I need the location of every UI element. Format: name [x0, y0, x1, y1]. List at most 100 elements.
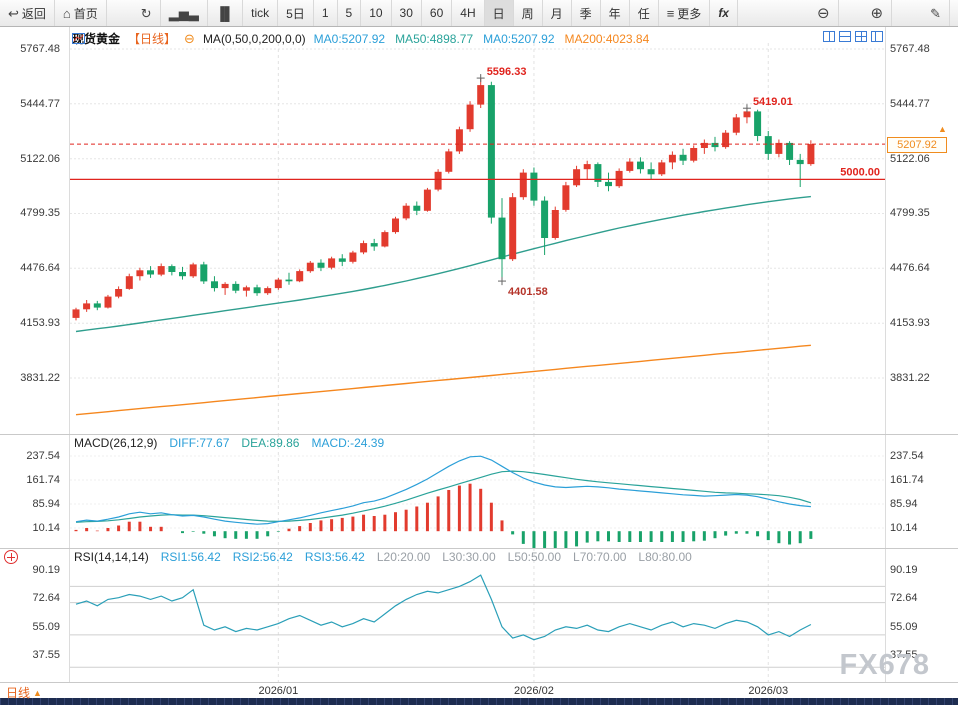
back-button[interactable]: ↩ 返回 — [0, 0, 55, 26]
period-week-button[interactable]: 周 — [514, 0, 543, 26]
svg-text:5000.00: 5000.00 — [840, 166, 880, 178]
y-axis-label: 5122.06 — [890, 152, 930, 165]
left-axis-border — [69, 27, 70, 682]
latest-price-arrow[interactable] — [938, 124, 947, 134]
period-tag: 【日线】 — [128, 32, 177, 46]
period-month-button[interactable]: 月 — [543, 0, 572, 26]
x-axis-row: 2026/01 2026/02 2026/03 — [0, 682, 958, 698]
period-tick-button[interactable]: tick — [243, 0, 279, 26]
period-60m-button[interactable]: 60 — [422, 0, 453, 26]
rsi3-value: RSI3:56.42 — [304, 550, 365, 564]
period-4h-button-label: 4H — [460, 6, 476, 20]
svg-text:5596.33: 5596.33 — [487, 66, 527, 78]
x-axis-label: 2026/03 — [748, 685, 789, 697]
zoom-in-button[interactable]: ⊕ — [863, 0, 893, 26]
period-year-button[interactable]: 年 — [601, 0, 630, 26]
draw-button[interactable]: ✎ — [922, 0, 950, 26]
home-button-label: 首页 — [73, 6, 98, 21]
y-axis-label: 90.19 — [890, 564, 918, 576]
period-week-button-label: 周 — [521, 6, 534, 21]
ma-value-3: MA200:4023.84 — [564, 31, 650, 46]
more-button[interactable]: ≡ 更多 — [659, 0, 711, 26]
macd-dea-value: DEA:89.86 — [241, 436, 300, 450]
period-5d-button-label: 5日 — [286, 6, 305, 21]
plot-area[interactable]: 5000.00 5596.33 5419.01 4401.58 现货黄金 【日线】 M… — [70, 27, 885, 682]
macd-params: MACD(26,12,9) — [74, 436, 158, 450]
back-icon: ↩ — [8, 5, 19, 21]
rsi-level-labels: L20:20.00 L30:30.00 L50:50.00 L70:70.00 L80:… — [377, 550, 692, 564]
period-5m-button[interactable]: 5 — [338, 0, 362, 26]
y-axis-label: 72.64 — [890, 592, 918, 605]
main-chart-svg[interactable]: 5000.00 5596.33 5419.01 4401.58 — [70, 27, 885, 434]
y-axis-label: 5444.77 — [890, 97, 930, 110]
chart-area: 5000.00 5596.33 5419.01 4401.58 现货黄金 【日线】 M… — [0, 27, 958, 705]
period-30m-button-label: 30 — [399, 6, 413, 20]
rsi-level-label-4: L80:80.00 — [638, 550, 692, 564]
chart-type-candle-button[interactable]: ▐▌ — [208, 0, 244, 26]
period-day-button[interactable]: 日 — [484, 0, 514, 26]
timeline-scrollbar[interactable] — [0, 698, 958, 705]
y-axis-label: 5767.48 — [20, 43, 60, 55]
watermark: FX678 — [839, 649, 930, 681]
ma-value-2: MA0:5207.92 — [483, 31, 555, 46]
home-button[interactable]: ⌂ 首页 — [55, 0, 107, 26]
back-button-label: 返回 — [21, 6, 46, 21]
period-1m-button[interactable]: 1 — [314, 0, 338, 26]
crosshair-tool-icon[interactable] — [4, 550, 18, 564]
period-custom-button[interactable]: 任 — [630, 0, 659, 26]
y-axis-label: 55.09 — [890, 620, 918, 633]
home-icon: ⌂ — [62, 5, 71, 21]
split-horizontal-icon[interactable] — [839, 31, 851, 42]
current-price-tag: 5207.92 — [887, 137, 947, 154]
y-axis-label: 55.09 — [32, 620, 60, 633]
rsi-chart-svg[interactable] — [70, 548, 885, 682]
right-axis: 5767.48 5444.77 5122.06 4799.35 4476.64 4153.… — [886, 27, 958, 682]
fx-button[interactable]: fx — [710, 0, 738, 26]
period-4h-button[interactable]: 4H — [452, 0, 485, 26]
y-axis-label: 37.55 — [890, 648, 918, 661]
y-axis-label: 10.14 — [890, 522, 918, 534]
svg-text:5419.01: 5419.01 — [753, 96, 793, 108]
rsi-level-label-2: L50:50.00 — [507, 550, 562, 564]
period-tick-button-label: tick — [251, 6, 270, 20]
x-axis-label: 2026/02 — [514, 685, 554, 697]
mini-chart-icon[interactable] — [72, 33, 85, 44]
svg-text:4401.58: 4401.58 — [508, 286, 548, 298]
sidebar-layout-icon[interactable] — [871, 31, 883, 42]
split-vertical-icon[interactable] — [823, 31, 835, 42]
period-1m-button-label: 1 — [321, 6, 329, 20]
y-axis-label: 3831.22 — [890, 371, 930, 384]
collapse-indicator-icon[interactable] — [184, 31, 195, 47]
y-axis-label: 161.74 — [26, 474, 60, 486]
period-quarter-button[interactable]: 季 — [572, 0, 601, 26]
grid-layout-icon[interactable] — [855, 31, 867, 42]
y-axis-label: 5444.77 — [20, 97, 60, 110]
zoom-out-button[interactable]: ⊖ — [809, 0, 839, 26]
macd-chart-svg[interactable] — [70, 434, 885, 548]
candle-chart-icon: ▐▌ — [215, 5, 235, 21]
rsi-level-label-3: L70:70.00 — [573, 550, 627, 564]
period-10m-button[interactable]: 10 — [361, 0, 392, 26]
right-axis-border — [885, 27, 886, 682]
period-30m-button[interactable]: 30 — [392, 0, 422, 26]
period-5m-button-label: 5 — [345, 6, 353, 20]
left-axis: 5767.48 5444.77 5122.06 4799.35 4476.64 4153.… — [0, 27, 66, 682]
chart-type-bar-button[interactable]: ▂▅▃ — [161, 0, 208, 26]
y-axis-label: 10.14 — [32, 522, 60, 534]
x-axis-label: 2026/01 — [258, 685, 299, 697]
zoom-in-icon: ⊕ — [870, 4, 884, 22]
bar-chart-icon: ▂▅▃ — [168, 5, 199, 21]
period-tab-daily[interactable]: 日线 — [6, 684, 42, 701]
y-axis-label: 237.54 — [890, 450, 924, 462]
period-5d-button[interactable]: 5日 — [278, 0, 314, 26]
refresh-button[interactable]: ↻ — [133, 0, 161, 26]
period-month-button-label: 月 — [550, 6, 563, 21]
macd-hist-value: MACD:-24.39 — [311, 436, 385, 450]
ma-value-0: MA0:5207.92 — [313, 31, 386, 46]
y-axis-label: 4153.93 — [890, 317, 930, 330]
y-axis-label: 4476.64 — [890, 262, 930, 275]
chart-legend: 现货黄金 【日线】 MA(0,50,0,200,0,0) MA0:5207.92… — [72, 30, 649, 47]
chevron-up-icon — [33, 688, 42, 698]
rsi-level-label-1: L30:30.00 — [442, 550, 496, 564]
